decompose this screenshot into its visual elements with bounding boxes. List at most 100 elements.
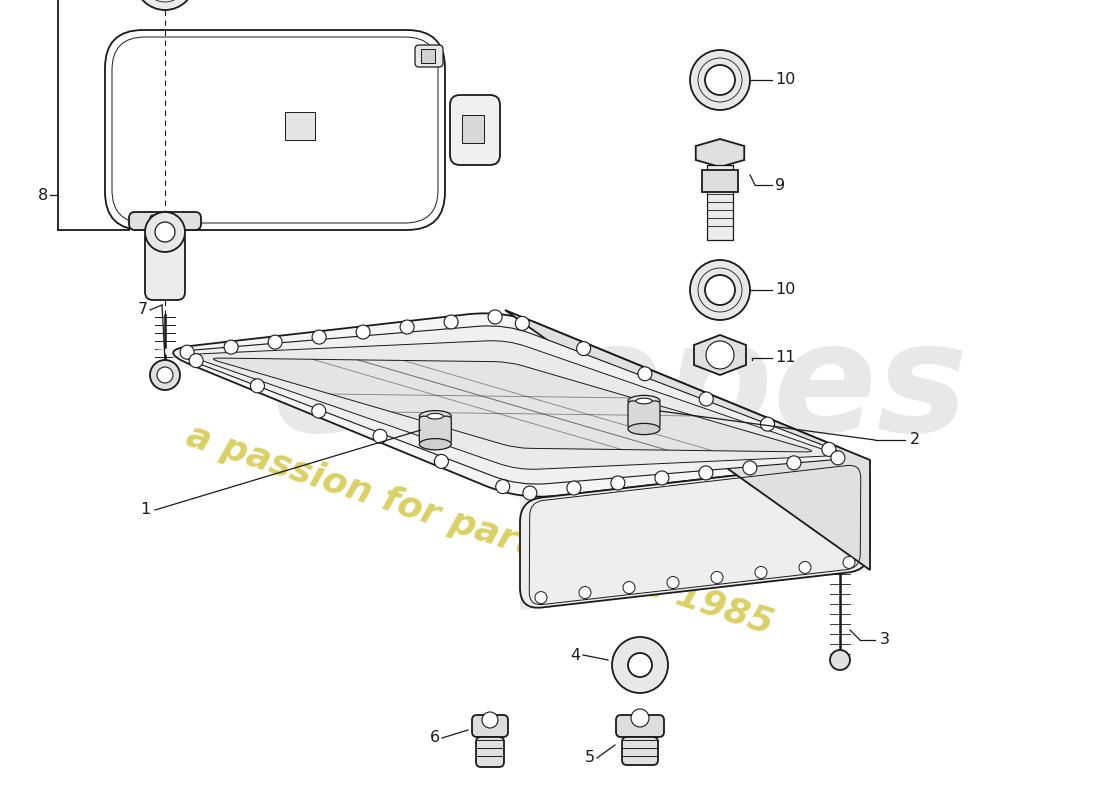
- PathPatch shape: [173, 314, 851, 497]
- Polygon shape: [505, 310, 870, 570]
- Ellipse shape: [427, 414, 443, 419]
- Circle shape: [698, 466, 713, 480]
- Text: 5: 5: [585, 750, 595, 766]
- Ellipse shape: [628, 423, 660, 434]
- Circle shape: [251, 379, 264, 393]
- Circle shape: [705, 275, 735, 305]
- FancyBboxPatch shape: [472, 715, 508, 737]
- FancyBboxPatch shape: [476, 737, 504, 767]
- Circle shape: [522, 486, 537, 500]
- Circle shape: [155, 222, 175, 242]
- Circle shape: [189, 354, 204, 368]
- Ellipse shape: [419, 438, 451, 450]
- Circle shape: [535, 592, 547, 604]
- Bar: [707, 165, 733, 240]
- PathPatch shape: [195, 341, 830, 470]
- Circle shape: [482, 712, 498, 728]
- Circle shape: [843, 557, 855, 568]
- Circle shape: [566, 481, 581, 495]
- Circle shape: [700, 392, 713, 406]
- Circle shape: [667, 577, 679, 589]
- Text: 11: 11: [776, 350, 795, 366]
- FancyBboxPatch shape: [150, 215, 162, 227]
- Text: 10: 10: [776, 282, 795, 298]
- Text: europes: europes: [272, 315, 968, 465]
- Circle shape: [786, 456, 801, 470]
- Text: 2: 2: [910, 433, 920, 447]
- Circle shape: [515, 316, 529, 330]
- Circle shape: [224, 340, 238, 354]
- Text: 3: 3: [880, 633, 890, 647]
- Circle shape: [628, 653, 652, 677]
- Circle shape: [145, 212, 185, 252]
- Bar: [421, 49, 434, 63]
- Text: 10: 10: [776, 73, 795, 87]
- Circle shape: [612, 637, 668, 693]
- Circle shape: [799, 562, 811, 574]
- Circle shape: [434, 454, 449, 469]
- Circle shape: [705, 65, 735, 95]
- Ellipse shape: [628, 395, 660, 406]
- PathPatch shape: [183, 326, 843, 484]
- Text: 9: 9: [776, 178, 785, 193]
- Polygon shape: [520, 460, 870, 610]
- Circle shape: [706, 341, 734, 369]
- Circle shape: [690, 50, 750, 110]
- FancyBboxPatch shape: [628, 401, 660, 429]
- Circle shape: [755, 566, 767, 578]
- Circle shape: [623, 582, 635, 594]
- Circle shape: [311, 404, 326, 418]
- Circle shape: [576, 342, 591, 355]
- Text: 6: 6: [430, 730, 440, 746]
- Circle shape: [579, 586, 591, 598]
- Circle shape: [690, 260, 750, 320]
- Text: 7: 7: [138, 302, 148, 318]
- Text: a passion for parts since 1985: a passion for parts since 1985: [183, 418, 778, 642]
- Circle shape: [828, 548, 852, 572]
- Circle shape: [135, 0, 195, 10]
- Text: 4: 4: [570, 647, 580, 662]
- Bar: [462, 115, 484, 143]
- Circle shape: [834, 554, 846, 566]
- FancyBboxPatch shape: [104, 30, 446, 230]
- Polygon shape: [696, 139, 745, 167]
- Ellipse shape: [419, 410, 451, 422]
- Circle shape: [822, 442, 836, 456]
- Circle shape: [654, 471, 669, 485]
- FancyBboxPatch shape: [419, 416, 451, 444]
- Circle shape: [496, 480, 509, 494]
- Polygon shape: [694, 335, 746, 375]
- Text: 8: 8: [37, 187, 48, 202]
- Polygon shape: [155, 310, 870, 500]
- FancyBboxPatch shape: [616, 715, 664, 737]
- Circle shape: [157, 367, 173, 383]
- Circle shape: [488, 310, 502, 324]
- Circle shape: [312, 330, 326, 344]
- Circle shape: [760, 417, 774, 431]
- FancyBboxPatch shape: [145, 230, 185, 300]
- PathPatch shape: [520, 462, 870, 608]
- Circle shape: [610, 476, 625, 490]
- Text: 1: 1: [140, 502, 150, 518]
- Circle shape: [830, 451, 845, 465]
- Circle shape: [631, 709, 649, 727]
- Bar: [285, 112, 315, 140]
- Circle shape: [830, 650, 850, 670]
- Circle shape: [742, 461, 757, 475]
- PathPatch shape: [213, 358, 812, 452]
- FancyBboxPatch shape: [621, 737, 658, 765]
- Circle shape: [373, 430, 387, 443]
- Circle shape: [638, 366, 652, 381]
- Bar: [702, 170, 738, 192]
- Circle shape: [268, 335, 282, 349]
- Circle shape: [150, 360, 180, 390]
- Circle shape: [356, 325, 370, 339]
- Circle shape: [400, 320, 414, 334]
- FancyBboxPatch shape: [415, 45, 443, 67]
- Ellipse shape: [636, 398, 652, 404]
- Circle shape: [180, 345, 194, 359]
- Circle shape: [711, 571, 723, 583]
- FancyBboxPatch shape: [129, 212, 201, 230]
- Circle shape: [444, 315, 458, 329]
- FancyBboxPatch shape: [450, 95, 500, 165]
